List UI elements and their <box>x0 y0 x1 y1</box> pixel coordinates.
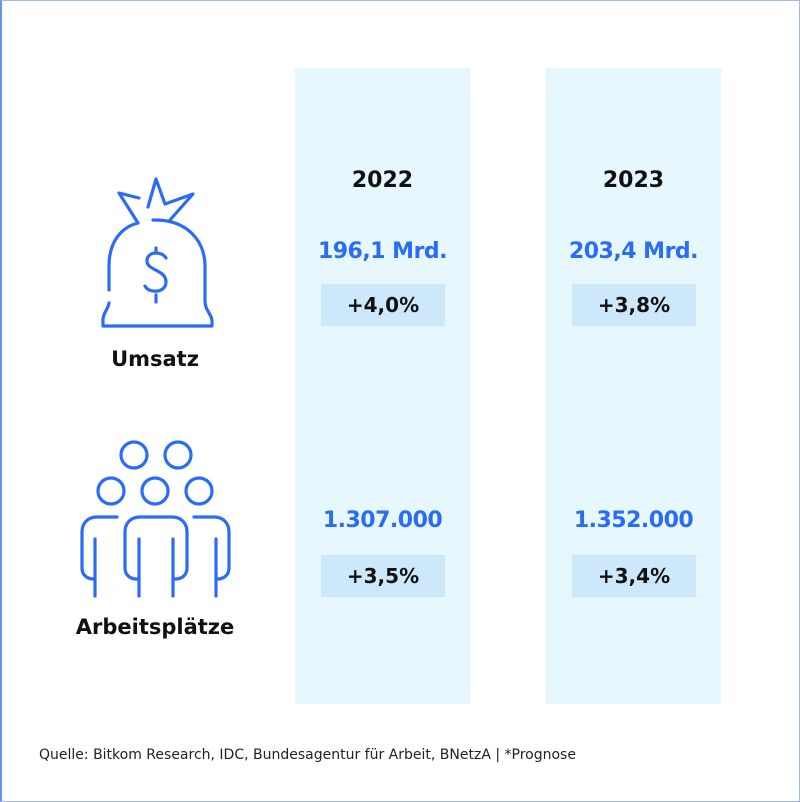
column-2023: 2023 203,4 Mrd. +3,8% 1.352.000 +3,4% <box>546 68 721 704</box>
row-label-umsatz: Umsatz <box>111 347 199 371</box>
year-header: 2023 <box>602 168 665 193</box>
jobs-value: 1.352.000 <box>573 508 694 533</box>
row-label-arbeitsplaetze: Arbeitsplätze <box>75 615 235 639</box>
umsatz-value: 196,1 Mrd. <box>317 239 448 264</box>
umsatz-value: 203,4 Mrd. <box>568 239 699 264</box>
umsatz-change-badge: +4,0% <box>321 284 445 326</box>
umsatz-change-badge: +3,8% <box>572 284 696 326</box>
column-2022: 2022 196,1 Mrd. +4,0% 1.307.000 +3,5% <box>295 68 470 704</box>
money-bag-icon <box>101 177 214 328</box>
jobs-value: 1.307.000 <box>322 508 443 533</box>
jobs-change-badge: +3,5% <box>321 555 445 597</box>
people-group-icon <box>80 440 231 598</box>
year-header: 2022 <box>351 168 414 193</box>
jobs-change-badge: +3,4% <box>572 555 696 597</box>
source-note: Quelle: Bitkom Research, IDC, Bundesagen… <box>39 747 576 763</box>
